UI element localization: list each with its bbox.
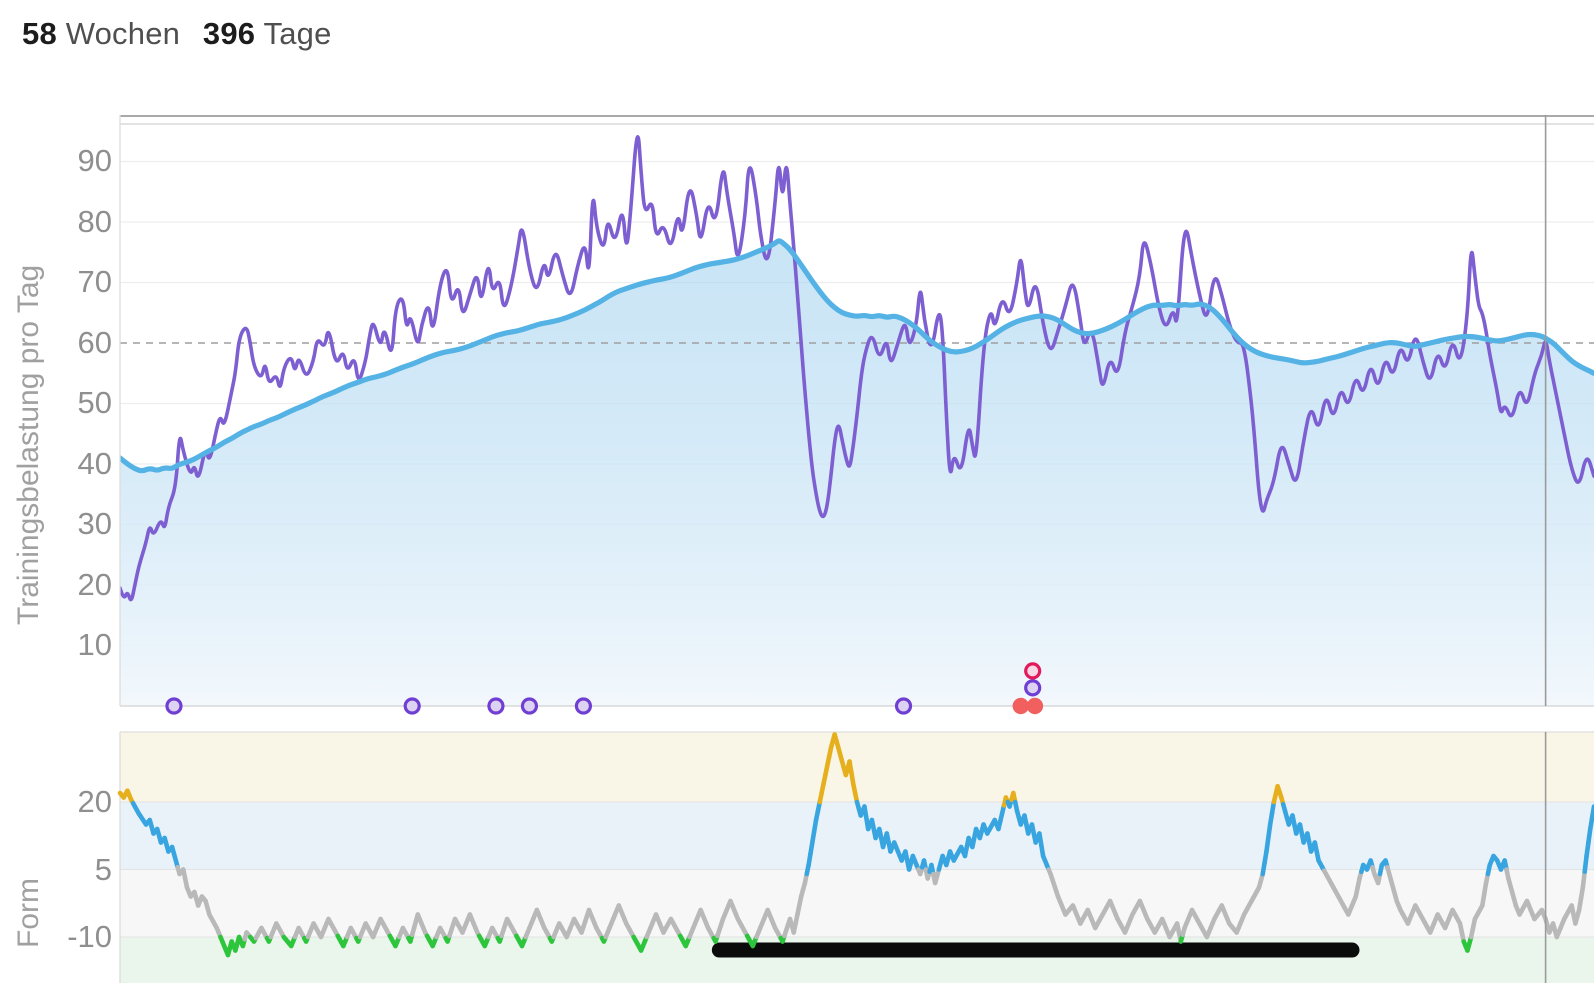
event-red-dot bbox=[1026, 697, 1044, 715]
load-chart bbox=[120, 135, 1594, 706]
load-tick-40: 40 bbox=[77, 446, 112, 481]
event-red-ring-raised bbox=[1024, 662, 1042, 680]
daily-load-line bbox=[120, 135, 1594, 602]
days-unit: Tage bbox=[263, 16, 332, 51]
period-summary: 58 Wochen 396 Tage bbox=[22, 16, 346, 52]
form-tick-5: 5 bbox=[94, 852, 112, 887]
load-tick-30: 30 bbox=[77, 506, 112, 541]
load-tick-60: 60 bbox=[77, 325, 112, 360]
weeks-value: 58 bbox=[22, 16, 57, 51]
fitness-line bbox=[120, 238, 1594, 474]
days-value: 396 bbox=[202, 16, 256, 51]
event-purple-ring bbox=[520, 697, 539, 715]
form-tick-20: 20 bbox=[77, 784, 112, 819]
form-zone-band-above-20 bbox=[120, 732, 1594, 802]
load-tick-50: 50 bbox=[77, 385, 112, 420]
load-tick-10: 10 bbox=[77, 627, 112, 662]
weeks-unit: Wochen bbox=[65, 16, 181, 51]
form-tick--10: -10 bbox=[67, 919, 112, 954]
load-chart-plot[interactable] bbox=[120, 115, 1594, 706]
load-tick-80: 80 bbox=[77, 204, 112, 239]
fitness-area bbox=[120, 240, 1594, 706]
event-purple-ring bbox=[165, 697, 183, 715]
load-tick-70: 70 bbox=[77, 264, 112, 299]
event-purple-ring bbox=[574, 697, 593, 715]
form-zone-band-5-to-20 bbox=[120, 802, 1594, 870]
event-purple-ring-raised bbox=[1024, 679, 1042, 697]
form-chart bbox=[117, 731, 1594, 983]
black-span-bar bbox=[711, 942, 1360, 958]
event-purple-ring bbox=[403, 697, 421, 715]
event-purple-ring bbox=[894, 697, 913, 715]
event-purple-ring bbox=[487, 697, 505, 715]
form-chart-plot[interactable] bbox=[120, 732, 1594, 983]
load-tick-90: 90 bbox=[77, 143, 112, 178]
load-tick-20: 20 bbox=[77, 567, 112, 602]
event-red-dot bbox=[1012, 697, 1029, 715]
